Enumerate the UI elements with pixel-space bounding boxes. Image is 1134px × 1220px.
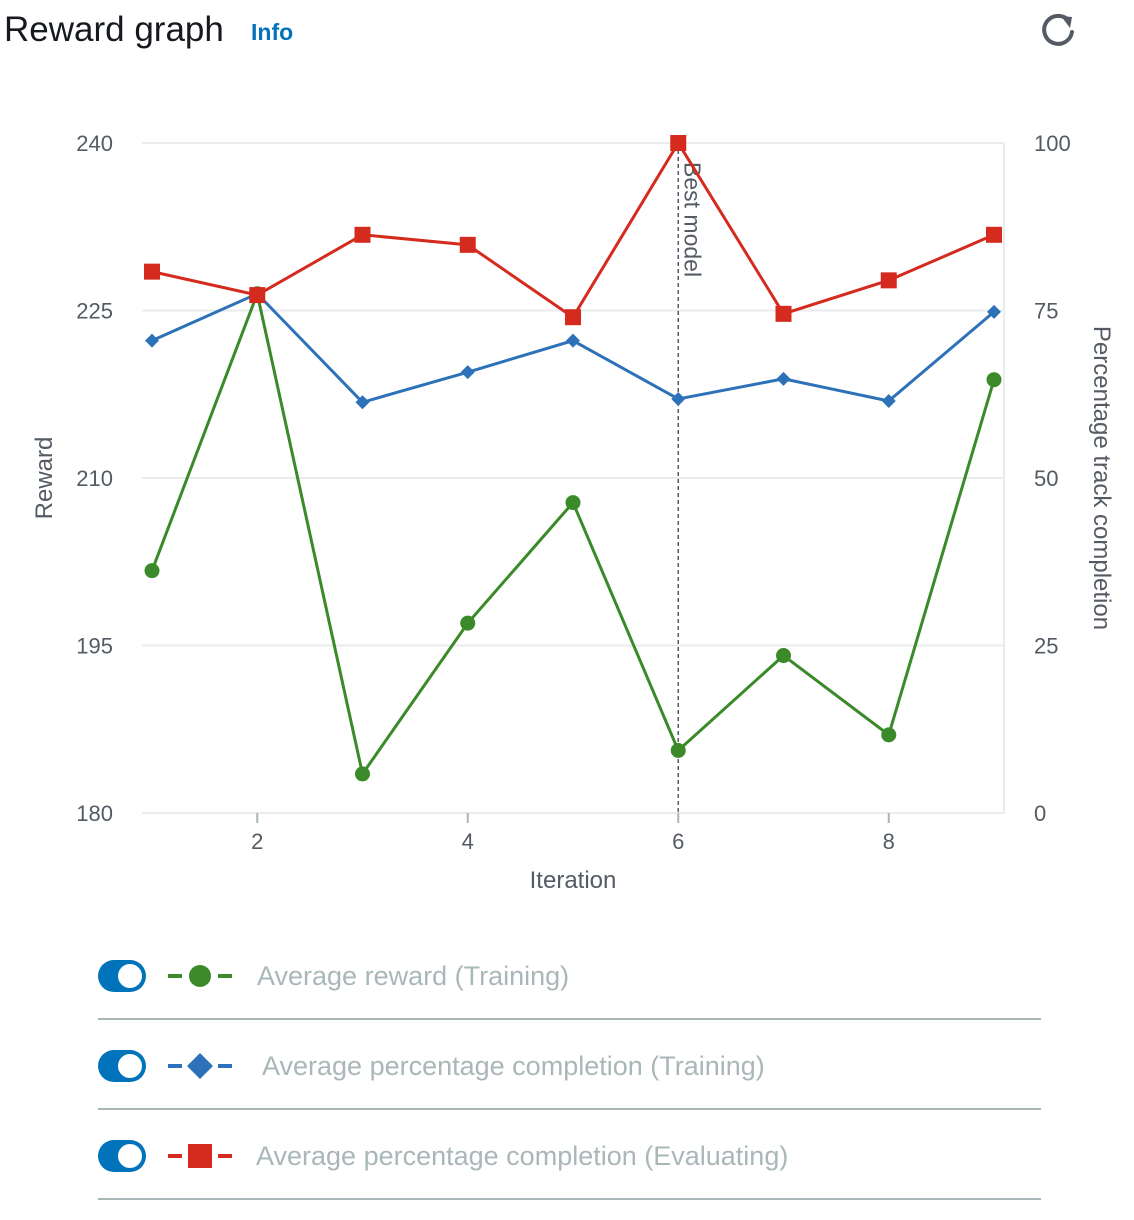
toggle-completion-evaluating[interactable]: [98, 1140, 146, 1172]
data-point: [565, 495, 581, 511]
toggle-completion-training[interactable]: [98, 1050, 146, 1082]
x-tick-label: 4: [462, 829, 474, 854]
page-title: Reward graph: [4, 10, 224, 49]
y-tick-label: 240: [76, 131, 113, 156]
series-line-2: [151, 140, 995, 320]
y-tick-label: 195: [76, 634, 113, 659]
toggle-knob: [118, 1054, 142, 1078]
y-tick-label: 210: [76, 466, 113, 491]
square-marker-icon: [168, 1144, 232, 1168]
info-link[interactable]: Info: [251, 19, 294, 45]
diamond-marker-icon: [168, 1053, 232, 1079]
legend-item-reward-training: Average reward (Training): [98, 930, 1041, 1020]
data-point: [144, 563, 160, 579]
refresh-icon[interactable]: [1036, 8, 1080, 52]
reward-chart: 180 195 210 225 240 0 25 50 75 100 2 4 6 8 Iteration Re…: [31, 131, 1115, 894]
data-point: [249, 287, 266, 304]
y2-tick-label: 100: [1034, 131, 1071, 156]
legend-item-completion-training: Average percentage completion (Training): [98, 1020, 1041, 1110]
data-point: [987, 304, 1001, 319]
y2-tick-label: 0: [1034, 801, 1046, 826]
y-tick-label: 180: [76, 801, 113, 826]
y2-tick-label: 75: [1034, 299, 1058, 324]
data-point: [671, 391, 686, 406]
panel-header: Reward graph Info: [0, 0, 1134, 70]
data-point: [881, 393, 896, 408]
data-point: [355, 395, 370, 410]
data-point: [776, 648, 791, 664]
toggle-reward-training[interactable]: [98, 960, 146, 992]
data-point: [776, 371, 791, 386]
legend-label: Average percentage completion (Evaluatin…: [256, 1141, 789, 1171]
data-point: [670, 742, 686, 758]
legend-label: Average percentage completion (Training): [262, 1051, 765, 1081]
data-point: [145, 333, 159, 348]
data-point: [986, 372, 1002, 388]
circle-marker-icon: [168, 965, 232, 987]
y2-tick-label: 50: [1034, 466, 1058, 491]
data-point: [354, 226, 371, 243]
legend: Average reward (Training) Average percen…: [98, 930, 1041, 1200]
toggle-knob: [118, 964, 142, 988]
y-tick-label: 225: [76, 299, 113, 324]
toggle-knob: [118, 1144, 142, 1168]
x-axis-title: Iteration: [530, 867, 617, 894]
legend-label: Average reward (Training): [257, 961, 570, 991]
legend-item-completion-evaluating: Average percentage completion (Evaluatin…: [98, 1110, 1041, 1200]
data-point: [880, 272, 897, 289]
data-point: [881, 727, 897, 743]
data-point: [460, 615, 476, 631]
data-point: [459, 236, 476, 253]
x-tick-label: 2: [251, 829, 263, 854]
data-point: [355, 766, 370, 782]
y-axis-title: Reward: [31, 437, 58, 520]
x-tick-label: 6: [672, 829, 684, 854]
series-line-0: [150, 288, 996, 778]
x-tick-label: 8: [883, 829, 895, 854]
data-point: [565, 309, 581, 326]
data-point: [144, 263, 160, 280]
data-point: [670, 135, 687, 151]
data-point: [775, 305, 792, 322]
data-point: [460, 365, 475, 380]
y2-axis-title: Percentage track completion: [1088, 326, 1115, 630]
data-point: [986, 226, 1002, 243]
y2-tick-label: 25: [1034, 634, 1058, 659]
data-point: [566, 333, 580, 348]
